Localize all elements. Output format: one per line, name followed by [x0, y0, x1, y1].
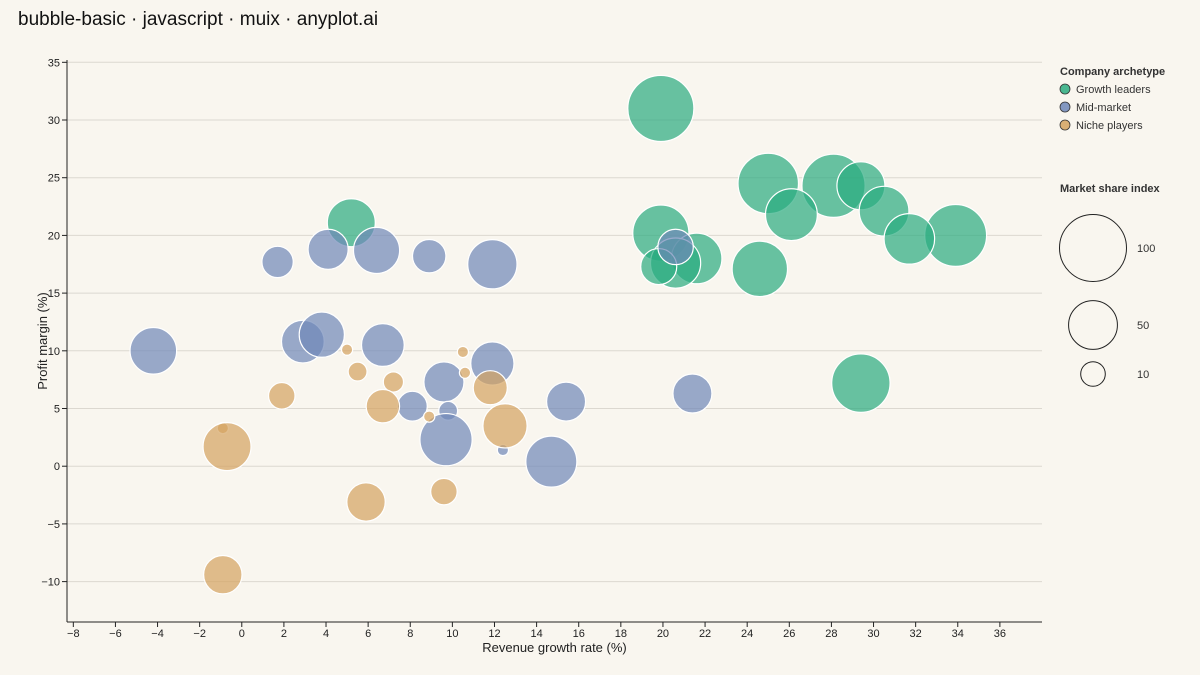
size-legend-label: 10 [1137, 369, 1149, 381]
bubble [657, 228, 694, 266]
size-legend-label: 50 [1137, 320, 1149, 332]
x-tick-label: 28 [825, 628, 837, 640]
bubble [430, 477, 458, 506]
size-legend-circle [1080, 361, 1106, 387]
bubble [764, 188, 818, 242]
x-tick-label: −4 [151, 628, 164, 640]
y-tick-label: 25 [48, 173, 60, 185]
bubble [423, 361, 465, 403]
y-tick-label: 5 [54, 404, 60, 416]
x-tick-label: 8 [407, 628, 413, 640]
axes [66, 60, 1042, 623]
bubble [731, 240, 789, 298]
y-tick-label: −5 [47, 519, 60, 531]
bubble [352, 226, 401, 275]
bubble [346, 482, 386, 522]
legend-swatch [1059, 83, 1071, 95]
y-tick-label: 35 [48, 57, 60, 69]
legend-title: Company archetype [1060, 66, 1165, 78]
size-legend-circle [1059, 214, 1127, 282]
x-axis-ticks: −8 −6 −4 −2 0 2 4 6 8 10 12 14 16 18 20 22 24 26 28 30 32 34 3… [67, 622, 1006, 640]
legend-label: Mid-market [1076, 102, 1131, 114]
bubble [419, 412, 473, 467]
bubble [129, 326, 178, 375]
x-tick-label: 22 [699, 628, 711, 640]
y-tick-label: −10 [41, 577, 60, 589]
y-tick-label: 0 [54, 461, 60, 473]
y-axis-ticks: −10 −5 0 5 10 15 20 25 30 35 [41, 57, 67, 589]
bubble [883, 212, 936, 265]
x-tick-label: 36 [994, 628, 1006, 640]
bubble [382, 371, 405, 393]
grid-lines [67, 61, 1042, 583]
x-axis-label: Revenue growth rate (%) [482, 640, 627, 655]
bubbles-layer [129, 74, 988, 595]
bubble [202, 422, 252, 472]
x-tick-label: 12 [488, 628, 500, 640]
legend: Company archetype Growth leaders Mid-mark… [1059, 66, 1165, 387]
x-tick-label: 26 [783, 628, 795, 640]
x-tick-label: −6 [109, 628, 122, 640]
bubble [261, 245, 294, 279]
bubble [203, 554, 243, 595]
y-tick-label: 20 [48, 230, 60, 242]
legend-label: Niche players [1076, 120, 1143, 132]
x-tick-label: 16 [573, 628, 585, 640]
bubble [627, 74, 695, 143]
bubble [467, 239, 518, 290]
x-tick-label: 10 [446, 628, 458, 640]
bubble [546, 381, 587, 422]
bubble [525, 435, 578, 488]
x-tick-label: 0 [239, 628, 245, 640]
bubble [458, 366, 472, 379]
bubble [396, 390, 428, 422]
bubble [340, 343, 354, 356]
bubble [360, 323, 405, 367]
x-tick-label: 4 [323, 628, 329, 640]
bubble [365, 388, 401, 424]
x-tick-label: 14 [530, 628, 542, 640]
size-legend-circle [1068, 300, 1118, 350]
x-tick-label: −2 [193, 628, 206, 640]
size-legend-label: 100 [1137, 243, 1155, 255]
size-legend-items: 100 50 10 [1059, 214, 1155, 387]
y-axis-label: Profit margin (%) [35, 292, 50, 390]
bubble [347, 361, 368, 382]
legend-swatch [1059, 101, 1071, 113]
x-tick-label: 24 [741, 628, 753, 640]
bubble [831, 353, 891, 413]
legend-label: Growth leaders [1076, 84, 1151, 96]
x-tick-label: −8 [67, 628, 80, 640]
page-title: bubble-basic · javascript · muix · anypl… [18, 9, 379, 30]
y-tick-label: 15 [48, 288, 60, 300]
x-tick-label: 6 [365, 628, 371, 640]
x-tick-label: 30 [867, 628, 879, 640]
bubble [456, 345, 470, 359]
legend-swatch [1059, 119, 1071, 131]
size-legend-title: Market share index [1060, 183, 1161, 195]
bubble [298, 311, 345, 358]
x-tick-label: 20 [657, 628, 669, 640]
bubble [423, 410, 436, 423]
bubble [482, 403, 528, 449]
y-tick-label: 30 [48, 115, 60, 127]
x-tick-label: 2 [281, 628, 287, 640]
x-tick-label: 34 [952, 628, 964, 640]
x-tick-label: 32 [910, 628, 922, 640]
bubble [307, 228, 349, 270]
legend-items: Growth leaders Mid-market Niche players [1059, 83, 1151, 132]
bubble [411, 238, 447, 274]
y-tick-label: 10 [48, 346, 60, 358]
bubble [472, 370, 508, 406]
x-tick-label: 18 [615, 628, 627, 640]
bubble [672, 373, 713, 414]
bubble [267, 381, 296, 410]
